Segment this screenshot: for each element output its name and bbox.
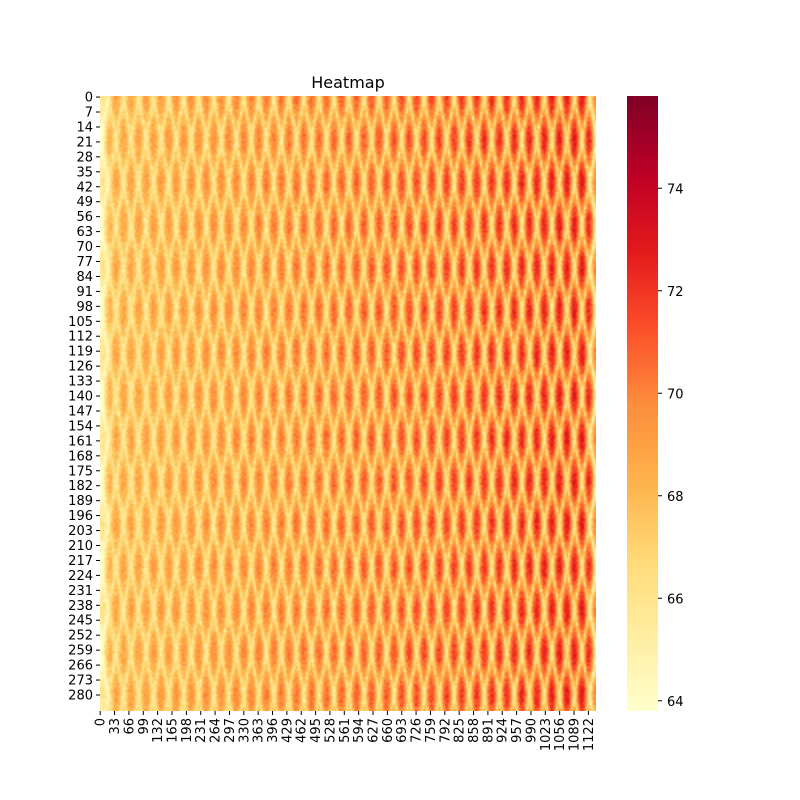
y-tick-label: 63 (76, 225, 93, 240)
y-tick-label: 273 (68, 674, 93, 689)
y-tick-label: 35 (76, 165, 93, 180)
y-tick-label: 217 (68, 554, 93, 569)
x-tick-label: 1089 (568, 718, 583, 751)
colorbar: 64 66 68 70 72 74 (627, 96, 684, 711)
y-tick-label: 175 (68, 464, 93, 479)
colorbar-tick-label: 72 (667, 285, 684, 300)
y-tick-label: 77 (76, 255, 93, 270)
x-tick-label: 33 (108, 718, 123, 735)
colorbar-tick-label: 68 (667, 490, 684, 505)
y-tick-label: 231 (68, 584, 93, 599)
y-tick-label: 280 (68, 688, 93, 703)
y-tick-label: 105 (68, 315, 93, 330)
x-tick-label: 396 (266, 718, 281, 743)
y-tick-label: 210 (68, 539, 93, 554)
y-tick-label: 182 (68, 479, 93, 494)
x-tick-label: 495 (309, 718, 324, 743)
x-tick-label: 198 (180, 718, 195, 743)
y-tick-label: 14 (76, 120, 93, 135)
x-tick-label: 165 (166, 718, 181, 743)
y-tick-label: 154 (68, 419, 93, 434)
y-tick-label: 91 (76, 285, 93, 300)
y-tick-label: 266 (68, 659, 93, 674)
x-tick-label: 429 (280, 718, 295, 743)
x-tick-label: 99 (137, 718, 152, 735)
y-tick-label: 203 (68, 524, 93, 539)
colorbar-tick-label: 74 (667, 182, 684, 197)
x-tick-label: 594 (352, 718, 367, 743)
y-tick-label: 84 (76, 270, 93, 285)
x-tick-label: 891 (481, 718, 496, 743)
y-tick-label: 56 (76, 210, 93, 225)
x-tick-label: 462 (295, 718, 310, 743)
colorbar-ticks: 64 66 68 70 72 74 (658, 182, 684, 710)
x-tick-label: 66 (122, 718, 137, 735)
colorbar-tick-label: 70 (667, 387, 684, 402)
y-tick-label: 238 (68, 599, 93, 614)
y-tick-label: 224 (68, 569, 93, 584)
y-tick-label: 252 (68, 629, 93, 644)
y-tick-label: 147 (68, 404, 93, 419)
y-tick-label: 70 (76, 240, 93, 255)
x-axis: 0 33 66 99 132 165 198 231 264 297 330 363 396 429 462… (94, 711, 597, 751)
y-tick-label: 196 (68, 509, 93, 524)
y-tick-label: 189 (68, 494, 93, 509)
y-tick-label: 140 (68, 390, 93, 405)
chart-title: Heatmap (311, 73, 385, 92)
y-tick-label: 259 (68, 644, 93, 659)
x-tick-label: 726 (410, 718, 425, 743)
x-tick-label: 957 (510, 718, 525, 743)
y-tick-label: 98 (76, 300, 93, 315)
y-tick-label: 119 (68, 345, 93, 360)
y-tick-label: 49 (76, 195, 93, 210)
x-tick-label: 0 (94, 718, 109, 726)
colorbar-gradient (627, 96, 658, 711)
x-tick-label: 693 (395, 718, 410, 743)
heatmap-plot-area (100, 96, 596, 711)
colorbar-tick-label: 66 (667, 592, 684, 607)
x-tick-label: 132 (151, 718, 166, 743)
x-tick-label: 924 (496, 718, 511, 743)
x-tick-label: 1122 (582, 718, 597, 751)
x-tick-label: 561 (338, 718, 353, 743)
y-tick-label: 112 (68, 330, 93, 345)
x-tick-label: 990 (524, 718, 539, 743)
x-tick-label: 1056 (553, 718, 568, 751)
y-tick-label: 21 (76, 135, 93, 150)
x-tick-label: 627 (367, 718, 382, 743)
y-tick-label: 42 (76, 180, 93, 195)
y-axis: 0714212835424956637077849198105112119126… (68, 91, 100, 703)
x-tick-label: 330 (237, 718, 252, 743)
x-tick-label: 858 (467, 718, 482, 743)
x-tick-label: 528 (323, 718, 338, 743)
x-tick-label: 363 (252, 718, 267, 743)
y-tick-label: 7 (85, 106, 93, 121)
y-tick-label: 133 (68, 375, 93, 390)
y-tick-label: 161 (68, 434, 93, 449)
y-tick-label: 0 (85, 91, 93, 106)
x-tick-label: 825 (453, 718, 468, 743)
x-tick-label: 792 (438, 718, 453, 743)
colorbar-tick-label: 64 (667, 695, 684, 710)
y-tick-label: 168 (68, 449, 93, 464)
x-tick-label: 264 (209, 718, 224, 743)
x-tick-label: 297 (223, 718, 238, 743)
heatmap-cells (100, 96, 596, 711)
x-tick-label: 759 (424, 718, 439, 743)
x-tick-label: 660 (381, 718, 396, 743)
x-tick-label: 231 (194, 718, 209, 743)
y-tick-label: 28 (76, 150, 93, 165)
y-tick-label: 126 (68, 360, 93, 375)
y-tick-label: 245 (68, 614, 93, 629)
x-tick-label: 1023 (539, 718, 554, 751)
